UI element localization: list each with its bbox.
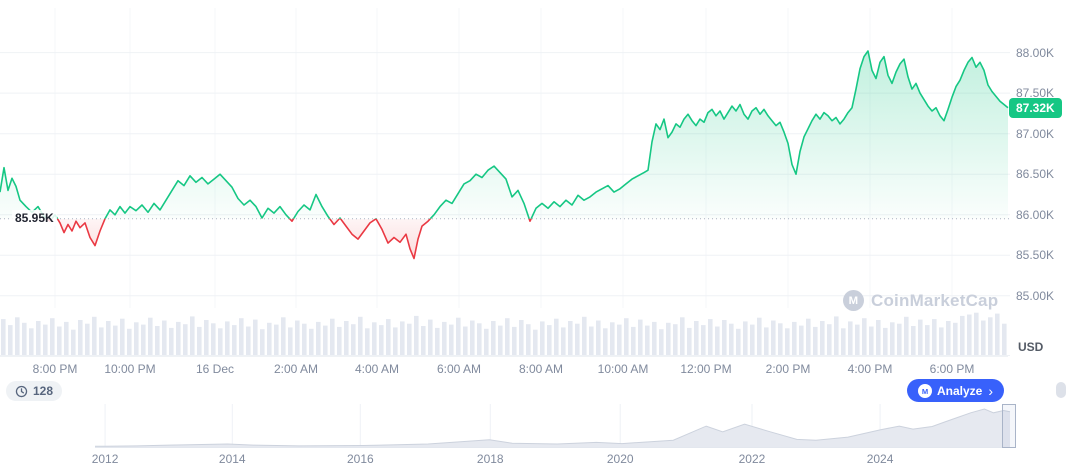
price-tick-label: 86.50K bbox=[1016, 167, 1055, 182]
time-tick-label: 6:00 PM bbox=[929, 362, 975, 376]
coinmarketcap-watermark: M CoinMarketCap bbox=[843, 290, 998, 311]
svg-text:M: M bbox=[849, 295, 859, 307]
time-tick-label: 2:00 AM bbox=[273, 362, 319, 376]
chevron-right-icon: › bbox=[988, 382, 993, 399]
time-tick-label: 8:00 AM bbox=[518, 362, 564, 376]
year-tick-label: 2016 bbox=[346, 452, 374, 466]
price-tick-label: 85.00K bbox=[1016, 288, 1055, 303]
scrollbar-thumb[interactable] bbox=[1056, 382, 1066, 398]
navigator-chart[interactable] bbox=[0, 404, 1072, 448]
year-tick-label: 2012 bbox=[91, 452, 119, 466]
clock-icon bbox=[15, 385, 28, 397]
time-tick-label: 8:00 PM bbox=[32, 362, 78, 376]
time-axis: 8:00 PM 10:00 PM 16 Dec 2:00 AM 4:00 AM 6:00 … bbox=[0, 356, 1008, 379]
current-price-badge: 87.32K bbox=[1009, 97, 1062, 118]
year-tick-label: 2018 bbox=[476, 452, 504, 466]
price-tick-label: 85.50K bbox=[1016, 248, 1055, 263]
time-tick-label: 12:00 PM bbox=[680, 362, 732, 376]
watching-count-badge[interactable]: 128 bbox=[6, 381, 63, 401]
year-tick-label: 2020 bbox=[606, 452, 634, 466]
range-navigator[interactable] bbox=[0, 404, 1072, 448]
time-tick-label: 10:00 AM bbox=[597, 362, 649, 376]
navigator-selection-window[interactable] bbox=[1002, 404, 1016, 448]
time-tick-label: 10:00 PM bbox=[104, 362, 156, 376]
chart-toolbar: 128 M Analyze › bbox=[0, 378, 1072, 404]
price-tick-label: 88.00K bbox=[1016, 45, 1055, 60]
year-tick-label: 2014 bbox=[218, 452, 246, 466]
year-axis: 2012 2014 2016 2018 2020 2022 2024 bbox=[0, 448, 1072, 470]
coinmarketcap-logo-icon: M bbox=[917, 383, 932, 398]
coinmarketcap-logo-icon: M bbox=[843, 290, 864, 311]
price-chart[interactable] bbox=[0, 0, 1010, 356]
analyze-label: Analyze bbox=[936, 383, 983, 398]
watermark-text: CoinMarketCap bbox=[871, 290, 999, 310]
price-tick-label: 86.00K bbox=[1016, 207, 1055, 222]
baseline-price-label: 85.95K bbox=[12, 209, 57, 226]
year-tick-label: 2022 bbox=[738, 452, 766, 466]
currency-label[interactable]: USD bbox=[1018, 340, 1044, 354]
time-tick-label: 4:00 PM bbox=[847, 362, 893, 376]
watching-count: 128 bbox=[33, 384, 54, 398]
price-axis: 88.00K 87.50K 87.00K 86.50K 86.00K 85.50K 85.0… bbox=[1008, 0, 1072, 356]
time-tick-label: 4:00 AM bbox=[354, 362, 400, 376]
analyze-button[interactable]: M Analyze › bbox=[906, 379, 1004, 402]
time-tick-label: 2:00 PM bbox=[765, 362, 811, 376]
svg-text:M: M bbox=[922, 386, 928, 395]
time-tick-label: 6:00 AM bbox=[436, 362, 482, 376]
year-tick-label: 2024 bbox=[866, 452, 894, 466]
price-tick-label: 87.50K bbox=[1016, 86, 1055, 101]
price-tick-label: 87.00K bbox=[1016, 126, 1055, 141]
time-tick-label: 16 Dec bbox=[195, 362, 235, 376]
